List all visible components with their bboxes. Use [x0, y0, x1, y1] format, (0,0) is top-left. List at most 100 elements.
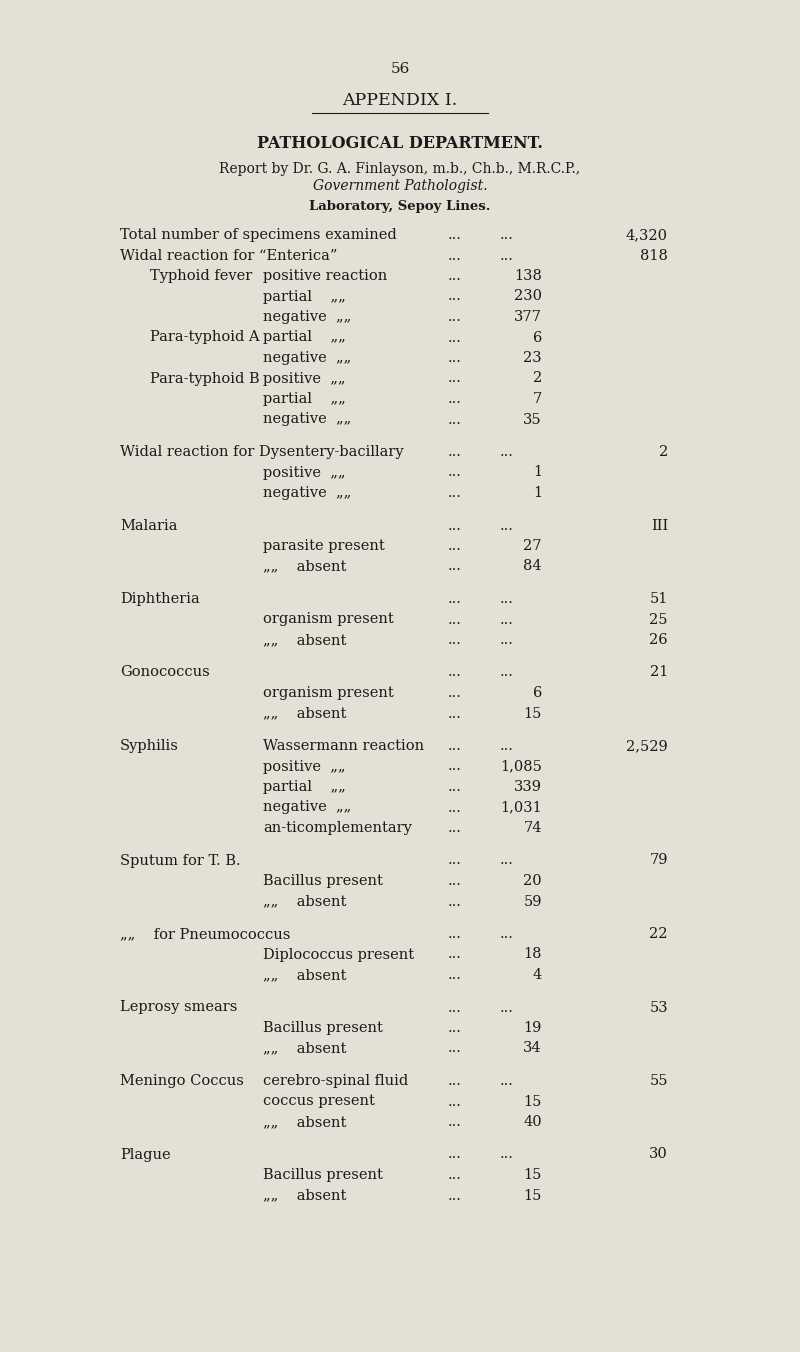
Text: „„    absent: „„ absent — [263, 1115, 346, 1129]
Text: 30: 30 — [650, 1148, 668, 1161]
Text: Typhoid fever: Typhoid fever — [150, 269, 252, 283]
Text: Diphtheria: Diphtheria — [120, 592, 200, 606]
Text: ...: ... — [500, 445, 514, 458]
Text: ...: ... — [448, 465, 462, 480]
Text: 84: 84 — [523, 560, 542, 573]
Text: organism present: organism present — [263, 685, 394, 700]
Text: ...: ... — [448, 445, 462, 458]
Text: 26: 26 — [650, 633, 668, 648]
Text: negative  „„: negative „„ — [263, 352, 351, 365]
Text: 40: 40 — [523, 1115, 542, 1129]
Text: ...: ... — [448, 760, 462, 773]
Text: ...: ... — [448, 968, 462, 982]
Text: 15: 15 — [524, 1168, 542, 1182]
Text: 35: 35 — [523, 412, 542, 426]
Text: ...: ... — [448, 539, 462, 553]
Text: ...: ... — [448, 412, 462, 426]
Text: ...: ... — [500, 853, 514, 868]
Text: ...: ... — [448, 633, 462, 648]
Text: ...: ... — [500, 249, 514, 262]
Text: coccus present: coccus present — [263, 1095, 375, 1109]
Text: organism present: organism present — [263, 612, 394, 626]
Text: 21: 21 — [650, 665, 668, 680]
Text: ...: ... — [448, 330, 462, 345]
Text: Laboratory, Sepoy Lines.: Laboratory, Sepoy Lines. — [310, 200, 490, 214]
Text: 1,031: 1,031 — [500, 800, 542, 814]
Text: 79: 79 — [650, 853, 668, 868]
Text: ...: ... — [448, 780, 462, 794]
Text: 230: 230 — [514, 289, 542, 303]
Text: ...: ... — [500, 1148, 514, 1161]
Text: negative  „„: negative „„ — [263, 412, 351, 426]
Text: 1,085: 1,085 — [500, 760, 542, 773]
Text: negative  „„: negative „„ — [263, 485, 351, 500]
Text: ...: ... — [500, 633, 514, 648]
Text: positive  „„: positive „„ — [263, 465, 346, 480]
Text: ...: ... — [500, 228, 514, 242]
Text: 2,529: 2,529 — [626, 740, 668, 753]
Text: partial    „„: partial „„ — [263, 289, 346, 303]
Text: 23: 23 — [523, 352, 542, 365]
Text: 51: 51 — [650, 592, 668, 606]
Text: 25: 25 — [650, 612, 668, 626]
Text: 2: 2 — [658, 445, 668, 458]
Text: ...: ... — [500, 519, 514, 533]
Text: ...: ... — [448, 948, 462, 961]
Text: Bacillus present: Bacillus present — [263, 1021, 383, 1036]
Text: ...: ... — [448, 895, 462, 909]
Text: cerebro-spinal fluid: cerebro-spinal fluid — [263, 1073, 408, 1088]
Text: partial    „„: partial „„ — [263, 780, 346, 794]
Text: Sputum for T. B.: Sputum for T. B. — [120, 853, 241, 868]
Text: Report by Dr. G. A. Finlayson, m.b., Ch.b., M.R.C.P.,: Report by Dr. G. A. Finlayson, m.b., Ch.… — [219, 162, 581, 176]
Text: Widal reaction for “Enterica”: Widal reaction for “Enterica” — [120, 249, 338, 262]
Text: 339: 339 — [514, 780, 542, 794]
Text: an-ticomplementary: an-ticomplementary — [263, 821, 412, 836]
Text: 55: 55 — [650, 1073, 668, 1088]
Text: ...: ... — [500, 1000, 514, 1014]
Text: partial    „„: partial „„ — [263, 392, 346, 406]
Text: ...: ... — [448, 1021, 462, 1036]
Text: 7: 7 — [533, 392, 542, 406]
Text: Total number of specimens examined: Total number of specimens examined — [120, 228, 397, 242]
Text: APPENDIX I.: APPENDIX I. — [342, 92, 458, 110]
Text: Bacillus present: Bacillus present — [263, 1168, 383, 1182]
Text: ...: ... — [448, 392, 462, 406]
Text: 818: 818 — [640, 249, 668, 262]
Text: 2: 2 — [533, 372, 542, 385]
Text: 15: 15 — [524, 1188, 542, 1202]
Text: positive reaction: positive reaction — [263, 269, 387, 283]
Text: parasite present: parasite present — [263, 539, 385, 553]
Text: Para-typhoid A: Para-typhoid A — [150, 330, 260, 345]
Text: ...: ... — [448, 853, 462, 868]
Text: 4: 4 — [533, 968, 542, 982]
Text: ...: ... — [448, 228, 462, 242]
Text: Para-typhoid B: Para-typhoid B — [150, 372, 260, 385]
Text: „„    absent: „„ absent — [263, 1188, 346, 1202]
Text: ...: ... — [448, 560, 462, 573]
Text: ...: ... — [500, 1073, 514, 1088]
Text: positive  „„: positive „„ — [263, 372, 346, 385]
Text: ...: ... — [448, 310, 462, 324]
Text: „„    absent: „„ absent — [263, 895, 346, 909]
Text: Government Pathologist.: Government Pathologist. — [313, 178, 487, 193]
Text: 22: 22 — [650, 927, 668, 941]
Text: Meningo Coccus: Meningo Coccus — [120, 1073, 244, 1088]
Text: 138: 138 — [514, 269, 542, 283]
Text: „„    absent: „„ absent — [263, 707, 346, 721]
Text: 19: 19 — [524, 1021, 542, 1036]
Text: 377: 377 — [514, 310, 542, 324]
Text: „„    absent: „„ absent — [263, 560, 346, 573]
Text: 27: 27 — [523, 539, 542, 553]
Text: ...: ... — [448, 873, 462, 888]
Text: ...: ... — [448, 485, 462, 500]
Text: ...: ... — [448, 1115, 462, 1129]
Text: ...: ... — [448, 1073, 462, 1088]
Text: ...: ... — [448, 249, 462, 262]
Text: negative  „„: negative „„ — [263, 310, 351, 324]
Text: 1: 1 — [533, 465, 542, 480]
Text: „„    absent: „„ absent — [263, 968, 346, 982]
Text: ...: ... — [448, 1148, 462, 1161]
Text: ...: ... — [500, 665, 514, 680]
Text: ...: ... — [448, 1168, 462, 1182]
Text: „„    for Pneumococcus: „„ for Pneumococcus — [120, 927, 290, 941]
